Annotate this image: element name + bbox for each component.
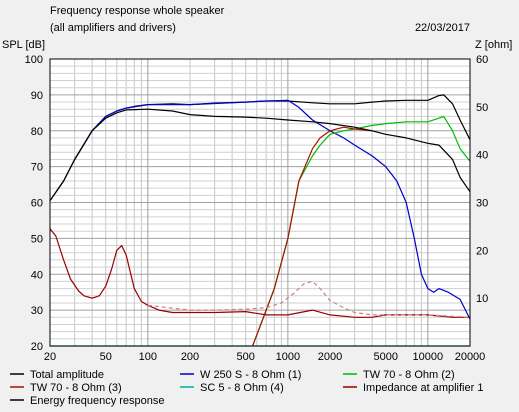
chart-subtitle: (all amplifiers and drivers) [50,22,176,34]
plot-frame [49,58,471,347]
x-tick-label: 500 [237,351,255,363]
x-tick-label: 1000 [276,351,300,363]
legend-item-label: SC 5 - 8 Ohm (4) [200,382,284,394]
y-tick-label: 70 [31,162,43,174]
legend-item-label: Impedance at amplifier 1 [363,382,483,394]
y2-tick-label: 40 [476,150,488,162]
legend-item-label: TW 70 - 8 Ohm (3) [30,382,122,394]
x-tick-label: 200 [181,351,199,363]
series-line-4 [252,126,373,347]
y2-tick-labels: 10 20 30 40 50 60 [476,54,488,305]
legend-item-label: Total amplitude [30,369,104,381]
y2-tick-label: 10 [476,293,488,305]
chart-title: Frequency response whole speaker [50,5,225,17]
y-tick-label: 60 [31,198,43,210]
legend-item-label: TW 70 - 8 Ohm (2) [363,369,455,381]
legend-item-label: W 250 S - 8 Ohm (1) [200,369,301,381]
x-tick-label: 20 [44,351,56,363]
series-line-6 [49,228,470,318]
chart-date: 22/03/2017 [415,22,470,34]
y-tick-label: 20 [31,341,43,353]
x-tick-labels: 20 50 100 200 500 1000 2000 5000 10000 20000 [44,351,485,363]
y2-tick-label: 30 [476,198,488,210]
legend-item-label: Energy frequency response [30,395,165,407]
x-tick-label: 20000 [455,351,486,363]
y-tick-label: 90 [31,90,43,102]
series-line-7 [49,108,471,202]
y-tick-label: 100 [25,54,43,66]
y-axis-label: SPL [dB] [2,39,45,51]
x-tick-label: 5000 [373,351,397,363]
y-tick-label: 80 [31,126,43,138]
y-tick-labels: 20 30 40 50 60 70 80 90 100 [25,54,43,353]
y-tick-label: 50 [31,233,43,245]
x-tick-label: 10000 [413,351,444,363]
y2-axis-label: Z [ohm] [475,39,512,51]
y2-tick-label: 50 [476,102,488,114]
series-line-2 [74,99,471,320]
y-tick-label: 40 [31,269,43,281]
x-tick-label: 2000 [318,351,342,363]
x-tick-label: 100 [139,351,157,363]
y-tick-label: 30 [31,305,43,317]
legend: Total amplitude W 250 S - 8 Ohm (1) TW 70 … [10,369,483,407]
y2-tick-label: 20 [476,245,488,257]
x-tick-label: 50 [100,351,112,363]
series-line-8 [147,280,471,318]
y2-tick-label: 60 [476,54,488,66]
